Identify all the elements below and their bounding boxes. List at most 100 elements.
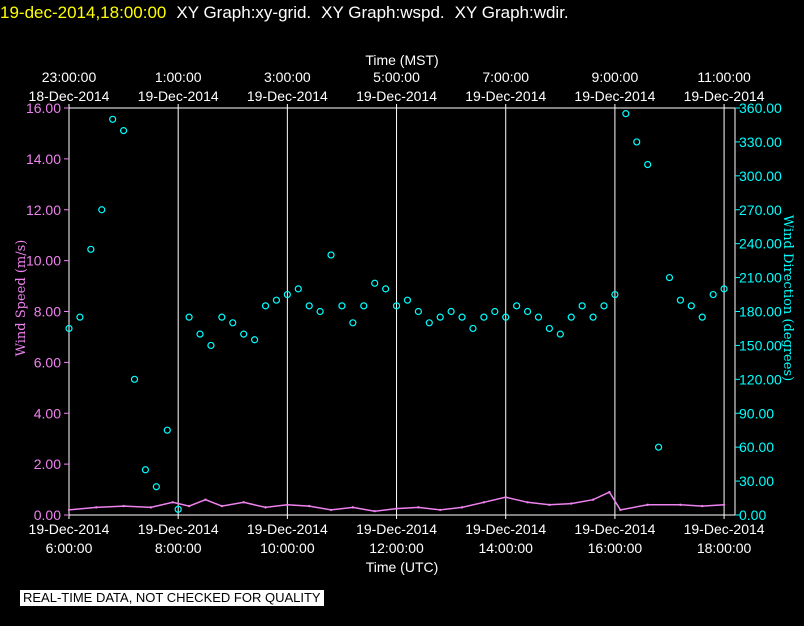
wind-speed-point bbox=[286, 503, 289, 507]
x-bottom-tick-date: 19-Dec-2014 bbox=[29, 521, 110, 537]
wind-speed-point bbox=[526, 501, 529, 504]
x-bottom-tick-date: 19-Dec-2014 bbox=[247, 521, 328, 537]
x-bottom-ticks: 19-Dec-2014 6:00:00 19-Dec-2014 8:00:00 19-D… bbox=[29, 515, 765, 556]
x-bottom-tick-date: 19-Dec-2014 bbox=[684, 521, 765, 537]
x-top-tick-date: 19-Dec-2014 bbox=[356, 88, 437, 104]
wind-speed-point bbox=[417, 506, 420, 509]
wind-direction-point bbox=[698, 313, 706, 321]
x-bottom-tick-time: 14:00:00 bbox=[478, 540, 533, 556]
wind-direction-point bbox=[720, 285, 728, 293]
wind-direction-point bbox=[633, 138, 641, 146]
y-right-tick-label: 60.00 bbox=[739, 439, 774, 455]
x-bottom-tick-date: 19-Dec-2014 bbox=[356, 521, 437, 537]
wind-direction-point bbox=[392, 302, 401, 310]
wind-direction-point bbox=[491, 307, 499, 316]
wind-direction-point bbox=[163, 426, 171, 434]
chart-header: 19-dec-2014,18:00:00 XY Graph:xy-grid. XY … bbox=[0, 0, 569, 26]
wind-direction-point bbox=[502, 313, 510, 321]
y-left-tick-label: 2.00 bbox=[34, 456, 61, 472]
wind-speed-point bbox=[351, 506, 355, 509]
y-left-ticks: 0.00 2.00 4.00 6.00 8.00 10.00 12.00 14.00 16.00 bbox=[26, 100, 69, 523]
x-top-tick-time: 1:00:00 bbox=[155, 69, 202, 85]
wind-speed-point bbox=[460, 506, 464, 509]
wind-direction-point bbox=[218, 313, 226, 321]
wind-direction-point bbox=[469, 324, 477, 333]
header-title-grid: XY Graph:xy-grid. bbox=[176, 3, 312, 22]
wind-direction-point bbox=[272, 296, 281, 304]
x-bottom-tick-time: 12:00:00 bbox=[369, 540, 424, 556]
y-left-axis-label: Wind Speed (m/s) bbox=[14, 240, 29, 357]
wind-speed-point bbox=[204, 498, 207, 501]
wind-direction-point bbox=[185, 313, 193, 321]
y-right-tick-label: 270.00 bbox=[739, 202, 782, 218]
wind-direction-point bbox=[294, 285, 302, 293]
wind-speed-series bbox=[67, 490, 726, 513]
wind-direction-point bbox=[611, 290, 619, 299]
y-right-axis-label: Wind Direction (degrees) bbox=[780, 215, 795, 381]
wind-speed-point bbox=[395, 507, 398, 510]
wind-direction-point bbox=[523, 307, 532, 316]
wind-speed-point bbox=[679, 503, 682, 507]
x-bottom-tick-time: 6:00:00 bbox=[46, 540, 93, 556]
wind-direction-point bbox=[87, 245, 95, 253]
x-top-tick-time: 5:00:00 bbox=[373, 69, 420, 85]
wind-direction-point bbox=[589, 313, 597, 321]
x-top-tick-time: 11:00:00 bbox=[697, 69, 751, 85]
wind-direction-point bbox=[382, 285, 390, 293]
wind-direction-point bbox=[251, 336, 259, 344]
wind-speed-point bbox=[608, 490, 611, 494]
wind-direction-point bbox=[403, 296, 412, 304]
wind-direction-point bbox=[98, 206, 106, 214]
wind-direction-point bbox=[665, 273, 674, 282]
wind-direction-point bbox=[480, 313, 488, 321]
x-top-tick-date: 18-Dec-2014 bbox=[29, 88, 110, 104]
y-left-tick-label: 8.00 bbox=[34, 304, 61, 320]
wind-direction-point bbox=[644, 160, 652, 169]
wind-speed-point bbox=[329, 508, 333, 512]
wind-speed-point bbox=[619, 508, 622, 512]
y-right-tick-label: 150.00 bbox=[739, 337, 782, 353]
grid-lines bbox=[177, 108, 725, 515]
x-top-tick-time: 3:00:00 bbox=[264, 69, 311, 85]
y-left-tick-label: 12.00 bbox=[26, 202, 61, 218]
wind-speed-point bbox=[264, 506, 267, 509]
wind-direction-point bbox=[316, 307, 324, 316]
y-left-tick-label: 16.00 bbox=[26, 100, 61, 116]
wind-direction-series bbox=[65, 110, 728, 513]
wind-speed-point bbox=[67, 508, 71, 512]
y-right-tick-label: 90.00 bbox=[739, 405, 774, 421]
x-top-tick-date: 19-Dec-2014 bbox=[465, 88, 546, 104]
y-right-tick-label: 120.00 bbox=[739, 371, 782, 387]
wind-speed-point bbox=[95, 506, 98, 509]
wind-speed-point bbox=[307, 504, 311, 508]
y-right-tick-label: 240.00 bbox=[739, 236, 782, 252]
x-top-tick-date: 19-Dec-2014 bbox=[574, 88, 655, 104]
wind-direction-point bbox=[567, 313, 575, 321]
y-left-tick-label: 14.00 bbox=[26, 151, 61, 167]
wind-direction-point bbox=[196, 330, 204, 338]
y-right-tick-label: 300.00 bbox=[739, 168, 782, 184]
wind-speed-point bbox=[701, 504, 704, 508]
wind-speed-point bbox=[548, 503, 551, 507]
wind-direction-point bbox=[65, 324, 73, 333]
wind-direction-point bbox=[534, 313, 543, 321]
wind-direction-point bbox=[152, 483, 160, 491]
y-left-tick-label: 6.00 bbox=[34, 354, 61, 370]
x-bottom-axis-label: Time (UTC) bbox=[366, 559, 439, 575]
plot-frame bbox=[68, 107, 736, 516]
wind-speed-point bbox=[220, 504, 224, 508]
x-top-tick-time: 23:00:00 bbox=[42, 69, 97, 85]
wind-direction-point bbox=[545, 324, 553, 333]
x-top-tick-date: 19-Dec-2014 bbox=[684, 88, 765, 104]
y-left-tick-label: 4.00 bbox=[34, 405, 61, 421]
wind-direction-point bbox=[436, 313, 444, 321]
wind-direction-point bbox=[676, 296, 685, 304]
x-bottom-tick-date: 19-Dec-2014 bbox=[138, 521, 219, 537]
wind-direction-point bbox=[360, 302, 368, 310]
wind-speed-point bbox=[149, 506, 153, 509]
y-right-tick-label: 210.00 bbox=[739, 270, 782, 286]
x-bottom-tick-time: 18:00:00 bbox=[697, 540, 752, 556]
wind-direction-point bbox=[458, 313, 466, 321]
wind-speed-point bbox=[171, 501, 174, 504]
x-bottom-tick-date: 19-Dec-2014 bbox=[465, 521, 546, 537]
